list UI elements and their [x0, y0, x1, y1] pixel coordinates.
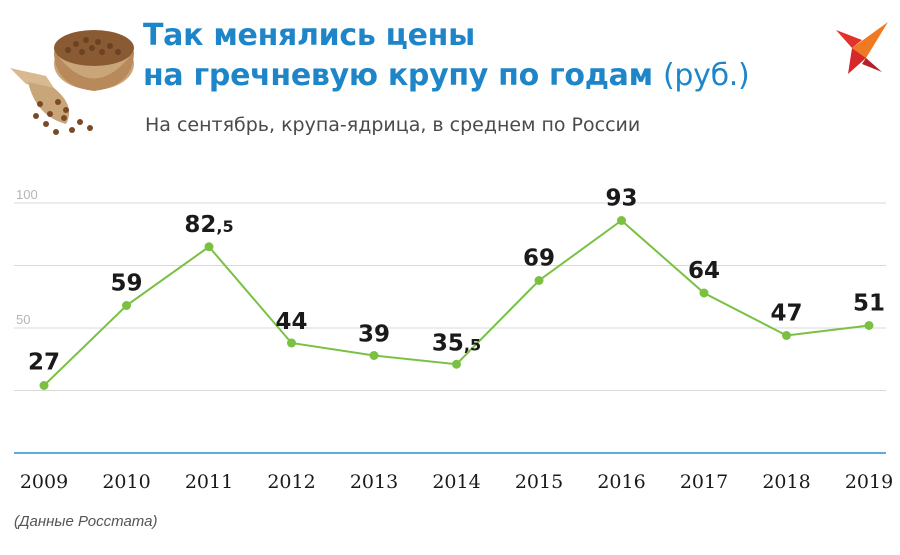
x-tick-label: 2017 [680, 471, 728, 493]
data-label: 39 [358, 322, 390, 348]
data-label: 35,5 [432, 330, 481, 356]
title-unit: (руб.) [662, 58, 750, 93]
x-tick-label: 2018 [762, 471, 810, 493]
data-point [699, 288, 709, 298]
data-label: 82,5 [184, 212, 233, 238]
title-line-2: на гречневую крупу по годам [143, 58, 653, 93]
title-line-1: Так менялись цены [143, 18, 475, 53]
x-tick-label: 2016 [597, 471, 645, 493]
chart-header: Так менялись цены на гречневую крупу по … [0, 0, 900, 160]
data-label: 27 [28, 350, 60, 376]
y-tick-label: 100 [16, 187, 38, 202]
data-point [287, 338, 296, 348]
data-point [782, 331, 791, 340]
data-point [39, 381, 49, 390]
data-label: 51 [853, 291, 885, 317]
data-label: 64 [688, 258, 720, 284]
data-point [452, 359, 461, 369]
buckwheat-bowl-image [10, 30, 134, 135]
x-tick-label: 2014 [432, 471, 480, 493]
data-point [204, 242, 214, 252]
x-tick-label: 2011 [185, 471, 233, 493]
data-label: 44 [275, 309, 307, 335]
chart-subtitle: На сентябрь, крупа-ядрица, в среднем по … [145, 114, 641, 136]
bird-logo-icon [836, 22, 888, 74]
x-tick-label: 2009 [20, 471, 68, 493]
data-label: 93 [605, 186, 637, 212]
y-tick-label: 50 [16, 312, 30, 327]
data-source: (Данные Росстата) [14, 513, 158, 530]
data-point [122, 301, 131, 310]
x-tick-label: 2019 [845, 471, 893, 493]
x-tick-label: 2010 [102, 471, 150, 493]
line-chart: 100 50 27 2009 59 2010 82,5 2011 44 2012 39 2013 35,… [14, 186, 893, 493]
data-label: 69 [523, 246, 555, 272]
chart-title: Так менялись цены на гречневую крупу по … [143, 16, 750, 96]
data-point [534, 276, 544, 285]
x-tick-label: 2012 [267, 471, 315, 493]
data-point [369, 351, 379, 360]
data-label: 47 [770, 301, 802, 327]
x-tick-label: 2013 [350, 471, 398, 493]
x-tick-label: 2015 [515, 471, 563, 493]
data-label: 59 [110, 271, 142, 297]
data-point [617, 216, 626, 225]
data-point [864, 321, 874, 330]
